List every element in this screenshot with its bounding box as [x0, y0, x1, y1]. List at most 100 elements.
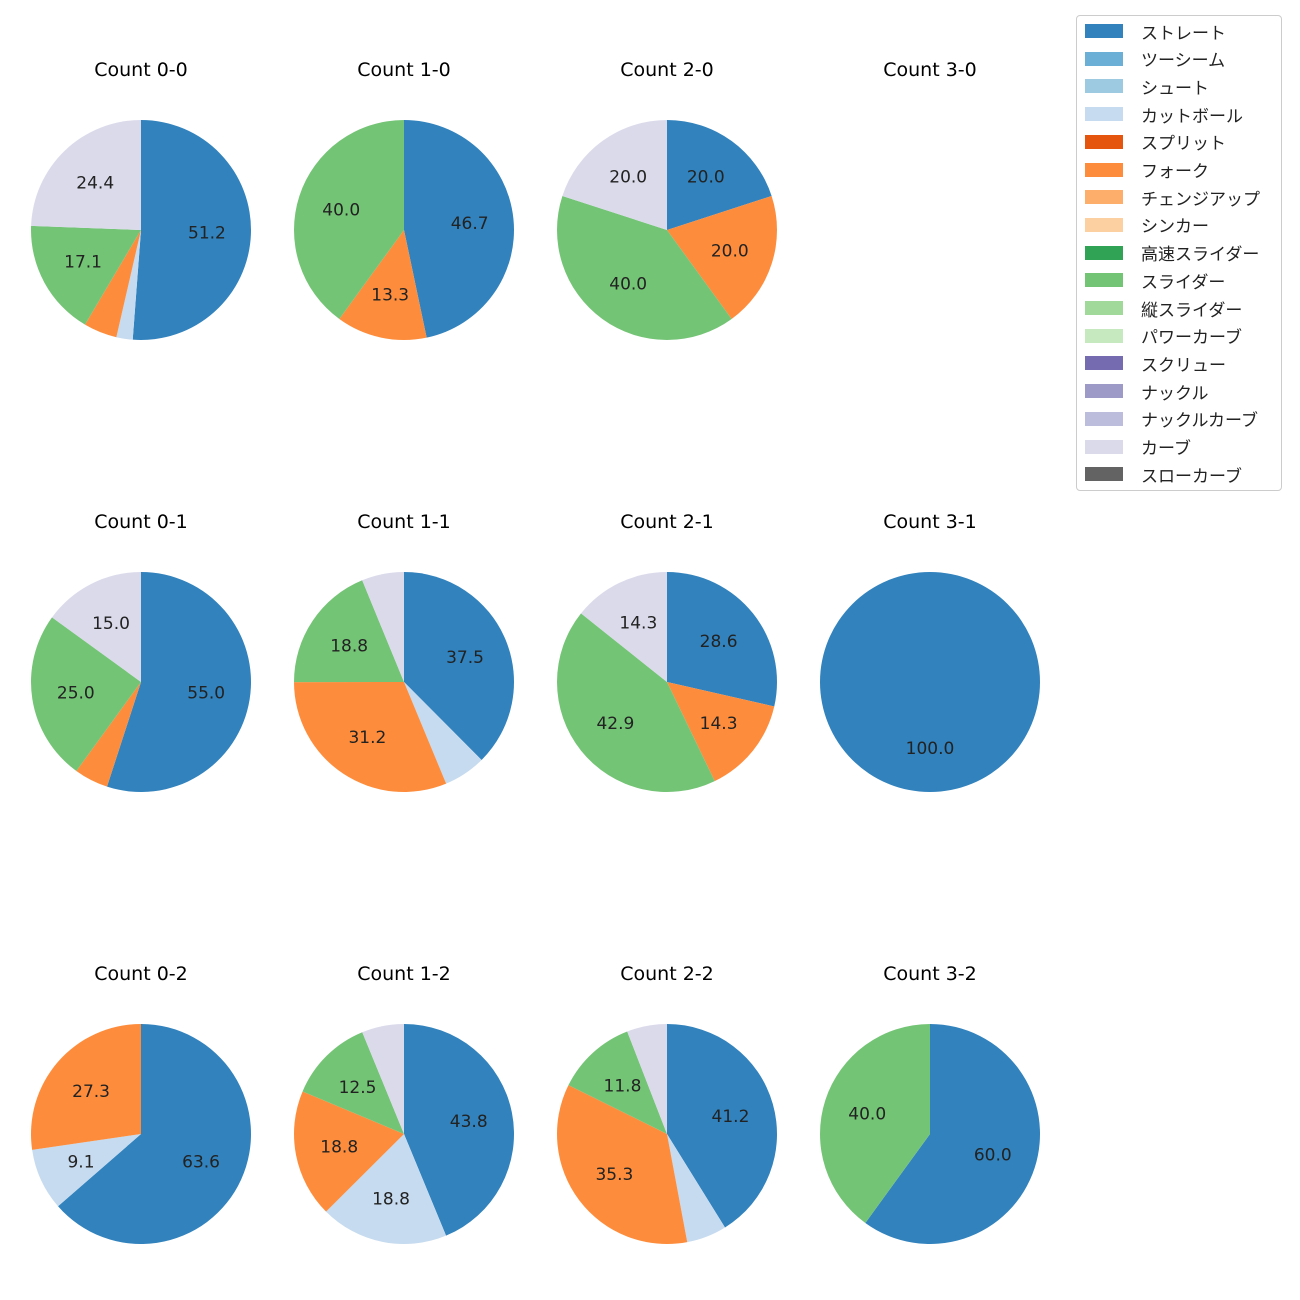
legend-item: スプリット [1085, 132, 1226, 154]
legend-swatch [1085, 356, 1123, 371]
legend-swatch [1085, 217, 1123, 232]
legend-item: スローカーブ [1085, 464, 1242, 487]
legend-swatch [1085, 24, 1123, 38]
pie-slice [667, 1024, 778, 1228]
legend-swatch [1085, 411, 1123, 426]
legend-swatch [1085, 245, 1123, 260]
legend-label: ツーシーム [1141, 51, 1226, 72]
legend-swatch [1085, 190, 1123, 205]
pie-value-label: 20.0 [609, 168, 647, 188]
pie-value-label: 60.0 [974, 1145, 1012, 1165]
pie-slice [294, 682, 447, 792]
legend-swatch [1085, 79, 1123, 94]
pie-slice [132, 120, 252, 340]
pie-title: Count 2-2 [620, 963, 714, 985]
pie-value-label: 63.6 [182, 1152, 220, 1172]
legend-item: シンカー [1085, 215, 1209, 237]
legend-item: シュート [1085, 76, 1209, 99]
pie-title: Count 1-2 [357, 963, 451, 985]
pie-value-label: 40.0 [322, 201, 360, 221]
pie-title: Count 1-0 [357, 59, 451, 81]
legend-label: シュート [1141, 78, 1209, 99]
legend-item: 縦スライダー [1085, 298, 1243, 321]
legend-label: チェンジアップ [1141, 189, 1260, 210]
pie-value-label: 18.8 [330, 636, 368, 656]
pie-slice [667, 1134, 726, 1243]
pie-slice [32, 1134, 142, 1207]
pie-value-label: 12.5 [339, 1078, 377, 1098]
legend-item: スクリュー [1085, 353, 1226, 376]
legend-label: スライダー [1141, 272, 1226, 293]
legend-item: カットボール [1085, 104, 1243, 127]
pie-slice [31, 617, 141, 771]
legend-label: スクリュー [1141, 355, 1226, 376]
pie-value-label: 18.8 [320, 1138, 358, 1158]
pie-slice [562, 120, 667, 230]
pie-slice [362, 572, 404, 682]
pie-slice [404, 120, 514, 338]
pie-slice [404, 682, 482, 784]
pie-value-label: 31.2 [348, 728, 386, 748]
pie-slice [293, 120, 404, 319]
legend-swatch [1085, 134, 1123, 149]
pie-title: Count 0-2 [94, 963, 188, 985]
pie-value-label: 25.0 [57, 683, 95, 703]
pie-slice [294, 580, 404, 683]
legend-label: ストレート [1141, 23, 1226, 44]
legend: ストレートツーシームシュートカットボール スプリットフォークチェンジアップシンカー… [1076, 15, 1282, 491]
pie-slice [31, 120, 142, 230]
pie-slice [362, 1024, 404, 1134]
legend-label: 縦スライダー [1141, 300, 1243, 321]
pie-slice [107, 572, 251, 792]
pie-value-label: 28.6 [700, 632, 738, 652]
legend-item: 高速スライダー [1085, 243, 1259, 265]
legend-label: カーブ [1141, 439, 1191, 459]
pie-slice [820, 1024, 930, 1223]
pie-value-label: 27.3 [72, 1082, 110, 1102]
legend-item: スライダー [1085, 270, 1226, 293]
pie-value-label: 41.2 [712, 1107, 750, 1127]
pie-slice [667, 196, 778, 319]
legend-swatch [1085, 51, 1123, 66]
pie-value-label: 17.1 [64, 253, 102, 273]
pie-value-label: 46.7 [451, 214, 489, 234]
legend-item: カーブ [1085, 437, 1191, 459]
pie-title: Count 3-1 [883, 511, 977, 533]
pie-title: Count 0-0 [94, 59, 188, 81]
legend-swatch [1085, 273, 1123, 288]
legend-swatch [1085, 328, 1123, 343]
pie-value-label: 42.9 [596, 714, 634, 734]
pie-slice [326, 1134, 447, 1244]
pie-title: Count 1-1 [357, 511, 451, 533]
legend-item: ツーシーム [1085, 49, 1226, 72]
legend-swatch [1085, 107, 1123, 122]
pie-title: Count 2-1 [620, 511, 714, 533]
pie-slice [116, 230, 141, 340]
pie-slice [667, 120, 772, 230]
pie-value-label: 24.4 [76, 173, 114, 193]
pie-value-label: 40.0 [609, 274, 647, 294]
pie-slice [85, 230, 141, 338]
legend-swatch [1085, 384, 1123, 399]
pie-slice [627, 1024, 667, 1134]
legend-label: ナックル [1141, 383, 1209, 404]
pie-slice [557, 613, 715, 792]
pie-value-label: 9.1 [67, 1153, 94, 1173]
pie-slice [667, 682, 775, 782]
pie-value-label: 15.0 [92, 614, 130, 634]
pie-value-label: 51.2 [188, 223, 226, 243]
pie-slice [294, 1091, 404, 1212]
legend-swatch [1085, 162, 1123, 177]
pie-value-label: 35.3 [595, 1165, 633, 1185]
pie-slice [667, 572, 777, 707]
pie-slice [404, 572, 514, 760]
pie-title: Count 3-0 [883, 59, 977, 81]
legend-item: フォーク [1085, 160, 1209, 182]
legend-item: チェンジアップ [1085, 187, 1260, 210]
legend-item: パワーカーブ [1085, 326, 1242, 348]
pie-value-label: 20.0 [687, 168, 725, 188]
pie-slice [568, 1031, 667, 1134]
pie-slice [339, 230, 427, 341]
pie-slice [865, 1024, 1040, 1244]
